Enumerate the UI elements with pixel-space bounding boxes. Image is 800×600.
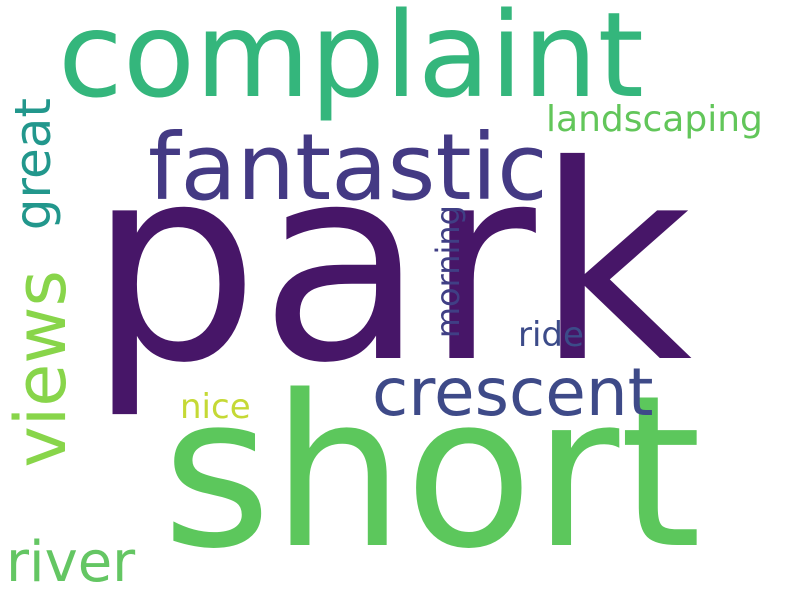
word-morning: morning <box>429 205 467 339</box>
word-great: great <box>4 98 62 231</box>
word-complaint: complaint <box>58 0 644 124</box>
word-views: views <box>0 270 82 468</box>
word-landscaping: landscaping <box>546 99 763 140</box>
word-crescent: crescent <box>372 354 654 431</box>
word-ride: ride <box>518 315 584 355</box>
word-short: short <box>162 350 702 595</box>
word-nice: nice <box>180 387 251 427</box>
word-fantastic: fantastic <box>148 114 548 221</box>
word-river: river <box>6 530 136 595</box>
word-park: park <box>88 107 693 422</box>
